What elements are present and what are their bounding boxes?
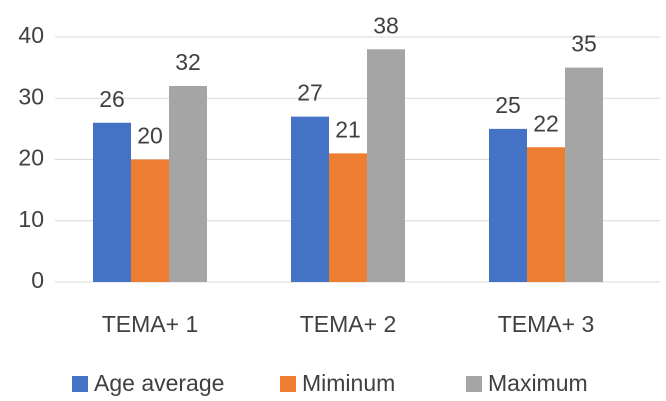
x-tick-label: TEMA+ 2 [300,311,397,337]
bar [367,49,405,282]
legend-label: Miminum [302,370,395,396]
bar [169,86,207,282]
y-tick-label: 30 [18,83,44,109]
bar [93,122,131,282]
legend-swatch [466,376,482,392]
data-label: 27 [297,80,323,106]
legend-swatch [280,376,296,392]
data-label: 25 [495,92,521,118]
legend-swatch [72,376,88,392]
x-tick-label: TEMA+ 3 [498,311,595,337]
bar [565,67,603,282]
data-label: 22 [533,110,559,136]
data-label: 26 [99,86,125,112]
data-label: 21 [335,116,361,142]
legend-label: Age average [94,370,224,396]
y-tick-label: 10 [18,206,44,232]
bar [489,128,527,282]
data-label: 32 [175,49,201,75]
data-label: 38 [373,12,399,38]
data-label: 35 [571,31,597,57]
y-tick-label: 40 [18,22,44,48]
data-label: 20 [137,123,163,149]
bar [131,159,169,282]
bar [329,153,367,282]
bar [527,147,565,282]
x-tick-label: TEMA+ 1 [102,311,199,337]
y-tick-label: 0 [31,267,44,293]
legend-label: Maximum [488,370,588,396]
bar [291,116,329,282]
y-tick-label: 20 [18,145,44,171]
